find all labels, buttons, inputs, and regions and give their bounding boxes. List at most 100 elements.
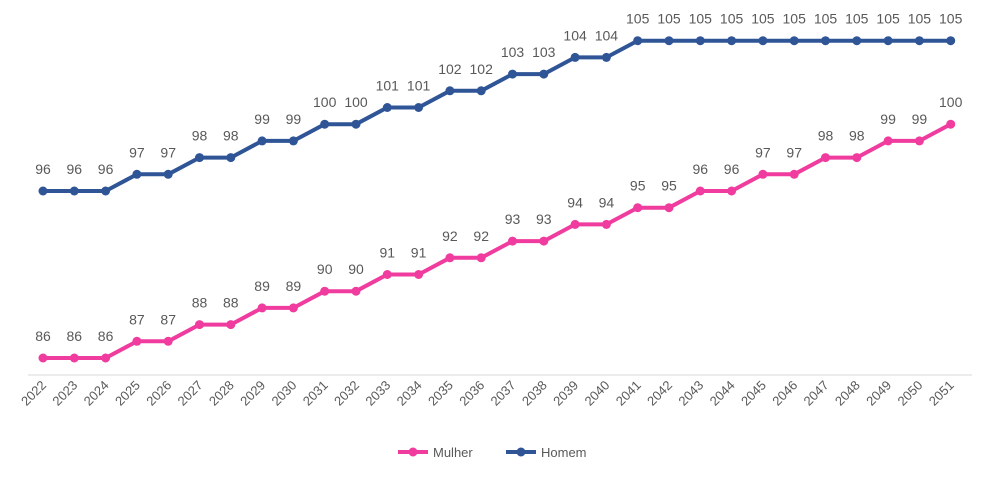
data-label-mulher: 97 xyxy=(786,144,802,160)
data-point-homem xyxy=(132,169,142,179)
data-point-homem xyxy=(38,186,48,196)
x-tick-labels: 2022 2023 2024 2025 2026 2027 2028 2029 2030 2031… xyxy=(18,378,957,409)
x-tick-label: 2029 xyxy=(237,378,268,409)
x-tick-label: 2049 xyxy=(863,378,894,409)
legend-swatch-marker xyxy=(516,447,526,457)
data-point-mulher xyxy=(914,136,924,146)
data-label-mulher: 97 xyxy=(755,144,771,160)
data-label-mulher: 96 xyxy=(724,161,740,177)
data-label-homem: 99 xyxy=(254,111,270,127)
data-label-homem: 97 xyxy=(160,144,176,160)
data-point-mulher xyxy=(320,286,330,296)
data-point-mulher xyxy=(163,336,173,346)
legend: Mulher Homem xyxy=(398,445,587,460)
data-point-mulher xyxy=(226,320,236,330)
data-point-homem xyxy=(946,36,956,46)
data-point-mulher xyxy=(633,203,643,213)
data-point-homem xyxy=(288,136,298,146)
data-label-mulher: 95 xyxy=(661,178,677,194)
data-label-mulher: 89 xyxy=(286,278,302,294)
data-label-mulher: 100 xyxy=(939,94,963,110)
data-label-mulher: 93 xyxy=(536,211,552,227)
data-point-homem xyxy=(445,86,455,96)
series-line-homem xyxy=(41,38,953,193)
x-tick-label: 2025 xyxy=(112,378,143,409)
data-point-homem xyxy=(570,52,580,62)
data-point-mulher xyxy=(382,270,392,279)
data-point-mulher xyxy=(946,119,956,129)
data-label-homem: 105 xyxy=(908,11,932,27)
data-point-mulher xyxy=(789,169,799,179)
data-point-homem xyxy=(351,119,361,129)
data-point-mulher xyxy=(476,253,486,263)
data-point-homem xyxy=(821,36,830,46)
data-point-homem xyxy=(195,153,204,163)
data-label-homem: 99 xyxy=(286,111,302,127)
x-tick-label: 2042 xyxy=(644,378,675,409)
data-label-homem: 105 xyxy=(845,11,869,27)
data-label-mulher: 87 xyxy=(160,311,176,327)
data-label-homem: 105 xyxy=(751,11,775,27)
legend-label: Mulher xyxy=(433,445,473,460)
data-point-mulher xyxy=(288,303,298,313)
data-point-mulher xyxy=(664,203,674,213)
data-label-homem: 105 xyxy=(876,11,900,27)
data-point-mulher xyxy=(539,236,549,246)
data-point-homem xyxy=(257,136,267,146)
data-label-mulher: 86 xyxy=(67,328,83,344)
data-point-mulher xyxy=(132,336,142,346)
data-label-homem: 96 xyxy=(98,161,114,177)
data-label-homem: 98 xyxy=(223,128,239,144)
data-point-homem xyxy=(226,153,236,163)
data-point-mulher xyxy=(821,153,830,163)
x-tick-label: 2044 xyxy=(707,378,738,409)
data-label-homem: 101 xyxy=(407,78,431,94)
data-point-mulher xyxy=(445,253,455,263)
data-point-mulher xyxy=(758,169,768,179)
legend-swatch-marker xyxy=(408,447,418,457)
data-point-homem xyxy=(914,36,924,46)
x-tick-label: 2051 xyxy=(926,378,957,409)
x-tick-label: 2043 xyxy=(675,378,706,409)
x-tick-label: 2030 xyxy=(268,378,299,409)
x-tick-label: 2045 xyxy=(738,378,769,409)
data-labels-layer: 86 86 86 87 87 88 88 89 89 90 90 91 91 92 92 93 93 94 94 95… xyxy=(35,11,962,344)
data-label-homem: 103 xyxy=(501,44,525,60)
data-point-homem xyxy=(414,103,424,112)
data-point-homem xyxy=(539,69,549,79)
data-point-mulher xyxy=(38,353,48,363)
legend-item-mulher: Mulher xyxy=(398,445,473,460)
legend-item-homem: Homem xyxy=(506,445,587,460)
x-tick-label: 2024 xyxy=(81,378,112,409)
x-tick-label: 2028 xyxy=(206,378,237,409)
data-label-homem: 105 xyxy=(720,11,744,27)
x-tick-label: 2023 xyxy=(49,378,80,409)
data-label-mulher: 99 xyxy=(880,111,896,127)
data-point-mulher xyxy=(195,320,204,330)
data-point-mulher xyxy=(727,186,737,196)
data-point-homem xyxy=(101,186,111,196)
series-line-mulher xyxy=(41,122,953,360)
data-label-mulher: 91 xyxy=(411,245,427,261)
data-label-homem: 100 xyxy=(344,94,368,110)
data-label-mulher: 98 xyxy=(818,128,834,144)
data-point-mulher xyxy=(414,270,424,279)
data-label-homem: 102 xyxy=(438,61,462,77)
data-point-homem xyxy=(476,86,486,96)
data-point-mulher xyxy=(695,186,705,196)
data-point-homem xyxy=(789,36,799,46)
data-label-mulher: 89 xyxy=(254,278,270,294)
data-label-mulher: 92 xyxy=(442,228,458,244)
data-point-homem xyxy=(508,69,517,79)
x-tick-label: 2038 xyxy=(519,378,550,409)
x-tick-label: 2050 xyxy=(894,378,925,409)
data-label-mulher: 99 xyxy=(912,111,928,127)
x-tick-label: 2031 xyxy=(300,378,331,409)
data-label-homem: 101 xyxy=(376,78,400,94)
data-point-homem xyxy=(727,36,737,46)
data-label-mulher: 86 xyxy=(98,328,114,344)
x-tick-label: 2033 xyxy=(362,378,393,409)
data-label-mulher: 96 xyxy=(693,161,709,177)
data-label-mulher: 91 xyxy=(380,245,396,261)
data-point-mulher xyxy=(257,303,267,313)
